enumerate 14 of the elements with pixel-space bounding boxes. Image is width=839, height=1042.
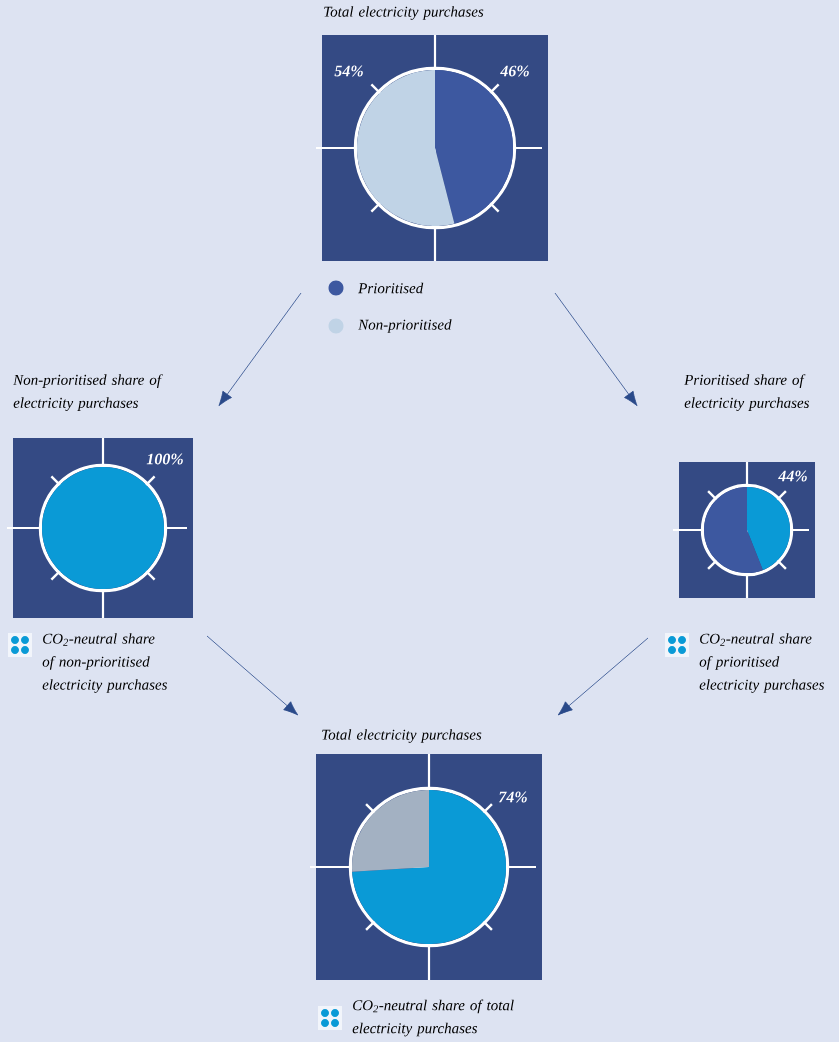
- legend-label: Non-prioritised: [358, 319, 452, 333]
- data-label: 74%: [499, 791, 527, 803]
- legend-label: CO$_{2}$-neutral share of total electricity purchases: [352, 999, 514, 1037]
- legend-label: CO$_{2}$-neutral share of non-prioritised electricity purchases: [42, 633, 168, 693]
- data-label: 46%: [500, 65, 529, 77]
- chart-title: Non-prioritised share of electricity purchases: [13, 374, 163, 411]
- data-label: 54%: [334, 65, 363, 77]
- data-label: 44%: [778, 470, 807, 482]
- chart-title: Prioritised share of electricity purchases: [684, 374, 810, 411]
- data-label: 100%: [146, 453, 183, 465]
- legend-label: CO$_{2}$-neutral share of prioritised electricity purchases: [699, 633, 825, 693]
- chart-title: Total electricity purchases: [324, 6, 484, 20]
- chart-title: Total electricity purchases: [322, 729, 482, 743]
- legend-label: Prioritised: [358, 282, 424, 294]
